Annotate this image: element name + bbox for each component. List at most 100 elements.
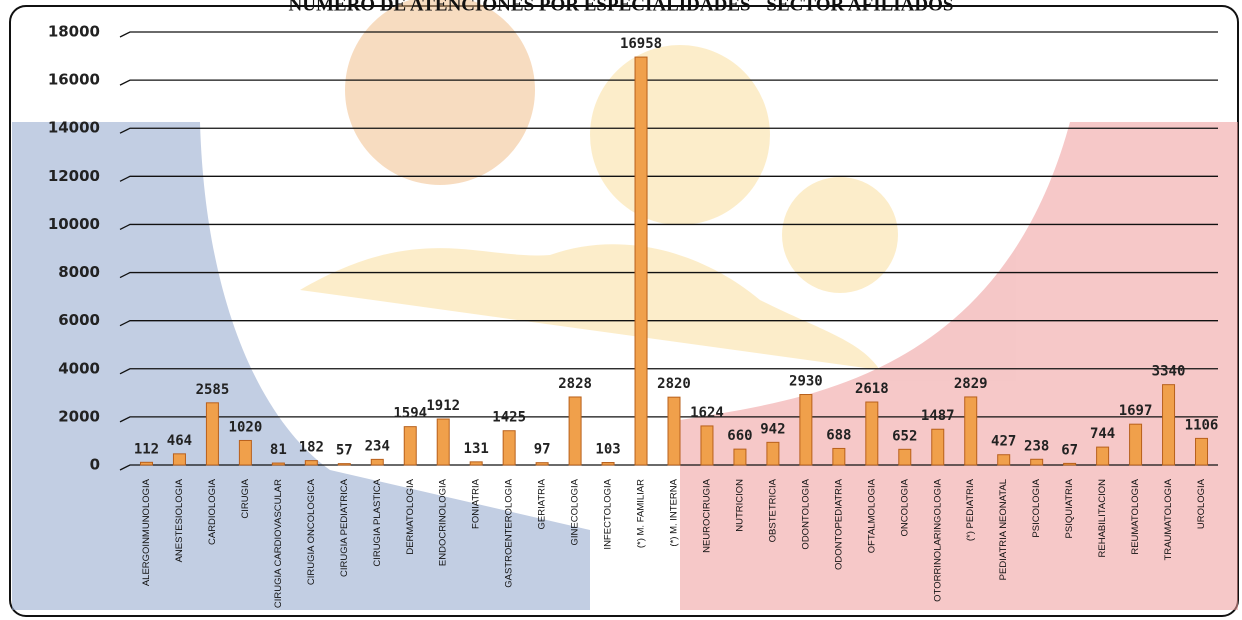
bar bbox=[568, 396, 582, 466]
x-tick-label: ENDOCRINOLOGIA bbox=[438, 478, 449, 566]
bar bbox=[733, 448, 747, 466]
background-art bbox=[12, 0, 1238, 610]
x-tick-label: NUTRICION bbox=[734, 479, 745, 532]
x-tick-label: INFECTOLOGIA bbox=[603, 478, 614, 549]
bar bbox=[139, 461, 153, 466]
y-tick-label: 16000 bbox=[48, 71, 100, 89]
x-tick-label: CIRUGIA PEDIATRICA bbox=[339, 478, 350, 577]
bar bbox=[898, 448, 912, 466]
value-label: 1425 bbox=[492, 410, 526, 426]
bar bbox=[1162, 384, 1176, 466]
grid-line bbox=[119, 223, 1218, 231]
y-tick-label: 10000 bbox=[48, 215, 100, 233]
bar bbox=[1096, 446, 1110, 466]
value-label: 234 bbox=[365, 438, 390, 454]
bar bbox=[601, 462, 615, 466]
value-label: 1594 bbox=[393, 406, 427, 422]
bar bbox=[1030, 458, 1044, 466]
x-tick-label: REHABILITACION bbox=[1097, 479, 1108, 558]
x-tick-label: DERMATOLOGIA bbox=[405, 478, 416, 554]
value-label: 67 bbox=[1061, 442, 1078, 458]
value-label: 2930 bbox=[789, 374, 823, 390]
value-label: 238 bbox=[1024, 438, 1049, 454]
value-label: 81 bbox=[270, 442, 287, 458]
x-tick-label: ANESTESIOLOGIA bbox=[174, 478, 185, 562]
x-tick-label: (*) M. FAMILIAR bbox=[636, 479, 647, 548]
x-tick-label: ODONTOPEDIATRIA bbox=[833, 478, 844, 570]
value-label: 1020 bbox=[229, 419, 263, 435]
x-tick-label: CIRUGIA bbox=[240, 478, 251, 518]
x-tick-label: OTORRINOLARINGOLOGIA bbox=[932, 478, 943, 601]
x-tick-label: (*) M. INTERNA bbox=[669, 478, 680, 546]
x-tick-label: ONCOLOGIA bbox=[899, 478, 910, 536]
value-label: 2820 bbox=[657, 376, 691, 392]
x-tick-label: REUMATOLOGIA bbox=[1130, 478, 1141, 554]
x-tick-label: PSIQUIATRIA bbox=[1064, 478, 1075, 538]
x-tick-label: CIRUGIA ONCOLOGICA bbox=[306, 478, 317, 585]
grid-line bbox=[119, 271, 1218, 279]
value-label: 660 bbox=[727, 428, 752, 444]
value-label: 3340 bbox=[1152, 364, 1186, 380]
value-label: 1912 bbox=[426, 398, 460, 414]
value-label: 2829 bbox=[954, 376, 988, 392]
x-tick-label: UROLOGIA bbox=[1196, 478, 1207, 529]
bar bbox=[403, 426, 417, 466]
bar bbox=[502, 430, 516, 466]
grid-line bbox=[119, 79, 1218, 86]
bar bbox=[337, 463, 351, 466]
bar bbox=[766, 441, 780, 466]
y-tick-label: 2000 bbox=[58, 407, 100, 425]
value-label: 112 bbox=[134, 441, 159, 457]
x-tick-label: GERIATRIA bbox=[537, 478, 548, 529]
y-tick-label: 18000 bbox=[48, 23, 100, 41]
y-tick-label: 6000 bbox=[58, 311, 100, 329]
x-tick-label: PSICOLOGIA bbox=[1031, 478, 1042, 537]
value-label: 427 bbox=[991, 434, 1016, 450]
bar bbox=[370, 458, 384, 466]
bar bbox=[667, 396, 681, 466]
x-tick-label: CIRUGIA PLASTICA bbox=[372, 478, 383, 566]
bar bbox=[1129, 423, 1143, 466]
grid-line bbox=[119, 320, 1218, 327]
bar bbox=[205, 402, 219, 466]
value-label: 1106 bbox=[1185, 417, 1219, 433]
value-label: 2828 bbox=[558, 376, 592, 392]
value-label: 182 bbox=[299, 440, 324, 456]
y-tick-label: 12000 bbox=[48, 167, 100, 185]
bar bbox=[799, 394, 813, 466]
bar bbox=[436, 418, 450, 466]
bar bbox=[964, 396, 978, 466]
x-tick-label: NEUROCIRUGIA bbox=[701, 478, 712, 553]
value-label: 464 bbox=[167, 433, 192, 449]
x-tick-label: ALERGOINMUNOLOGIA bbox=[141, 478, 152, 586]
value-label: 57 bbox=[336, 443, 353, 459]
grid-line bbox=[119, 368, 1218, 375]
value-label: 97 bbox=[534, 442, 551, 458]
value-label: 942 bbox=[760, 421, 785, 437]
x-tick-label: GINECOLOGIA bbox=[570, 478, 581, 545]
grid-line bbox=[119, 175, 1218, 182]
value-label: 103 bbox=[595, 442, 620, 458]
value-label: 2618 bbox=[855, 381, 889, 397]
x-tick-label: FONIATRIA bbox=[471, 478, 482, 529]
bar bbox=[172, 453, 186, 466]
x-tick-label: GASTROENTEROLOGIA bbox=[504, 478, 515, 587]
bar bbox=[832, 447, 846, 466]
bar bbox=[700, 425, 714, 466]
x-tick-label: TRAUMATOLOGIA bbox=[1163, 478, 1174, 560]
value-label: 1487 bbox=[921, 408, 955, 424]
value-label: 16958 bbox=[620, 36, 662, 52]
bar bbox=[865, 401, 879, 466]
y-tick-label: 14000 bbox=[48, 119, 100, 137]
grid-line bbox=[119, 464, 1218, 471]
bar bbox=[304, 460, 318, 466]
bar bbox=[535, 462, 549, 466]
bar bbox=[469, 461, 483, 466]
value-label: 131 bbox=[464, 441, 489, 457]
grid-line bbox=[119, 416, 1218, 423]
y-tick-label: 4000 bbox=[58, 359, 100, 377]
x-tick-label: CARDIOLOGIA bbox=[207, 478, 218, 545]
x-tick-label: PEDIATRIA NEONATAL bbox=[998, 479, 1009, 580]
value-label: 688 bbox=[826, 427, 851, 443]
